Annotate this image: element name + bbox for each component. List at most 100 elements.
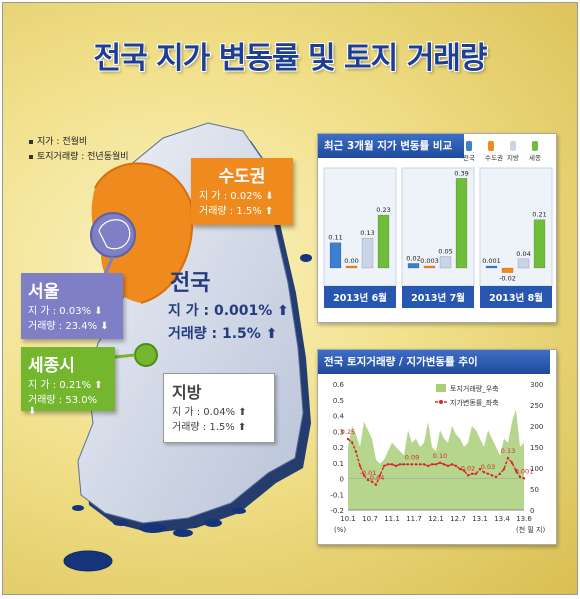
annotation-2: -0.04: [368, 474, 385, 482]
land-price-point-41: [510, 461, 514, 464]
bar-1-0: [407, 263, 420, 269]
sejong-land-line: 지 가 : 0.21% ⬆: [28, 376, 108, 391]
note-trade-volume: 토지거래량 : 전년동월비: [29, 149, 129, 162]
up-arrow-icon: ⬆: [264, 206, 274, 217]
legend-label-2: 지방: [507, 153, 519, 162]
seoul-land-line: 지 가 : 0.03% ⬇: [28, 302, 116, 317]
bar-value-label-0-2: 0.13: [360, 229, 374, 237]
land-price-point-42: [514, 469, 518, 472]
sudo-trade-value: 거래량 : 1.5%: [199, 206, 262, 217]
land-price-point-4: [362, 474, 366, 477]
line-chart-panel: 전국 토지거래량 / 지가변동률 추이 0.6 0.5 0.4 0.3 0.2 0.1 0-…: [317, 349, 557, 545]
bar-2-0: [485, 265, 498, 269]
left-axis-unit: (%): [334, 526, 346, 534]
line-chart-title: 전국 토지거래량 / 지가변동률 추이: [318, 350, 550, 374]
right-tick-0: 300: [530, 381, 543, 389]
sejong-trade-line: 거래량 : 53.0% ⬇: [28, 391, 108, 417]
left-tick-0: 0.6: [333, 381, 345, 389]
annotation-3: 0.09: [405, 453, 419, 461]
jibang-land-line: 지 가 : 0.04% ⬆: [172, 403, 266, 418]
land-price-point-6: [370, 480, 374, 483]
land-price-point-20: [426, 464, 430, 468]
land-price-point-24: [442, 463, 446, 466]
right-tick-5: 50: [530, 486, 539, 494]
land-price-point-1: [350, 441, 354, 444]
bar-value-label-2-2: 0.04: [516, 250, 530, 258]
national-trade-line: 거래량 : 1.5% ⬆: [168, 323, 289, 343]
land-price-point-39: [502, 467, 506, 471]
land-price-point-5: [366, 478, 370, 482]
down-arrow-icon: ⬇: [28, 406, 37, 417]
land-price-point-38: [498, 472, 502, 475]
left-tick-7: -0.1: [330, 491, 344, 499]
x-tick-2: 11.1: [384, 515, 400, 523]
sejong-box: 세종시 지 가 : 0.21% ⬆ 거래량 : 53.0% ⬇: [21, 347, 115, 417]
legend-swatch-3: [532, 141, 538, 151]
bar-value-label-1-0: 0.02: [406, 254, 420, 262]
down-arrow-icon: ⬇: [94, 306, 103, 317]
x-tick-8: 13.6: [516, 515, 532, 523]
sejong-land-value: 지 가 : 0.21%: [28, 380, 92, 391]
page-title: 전국 지가 변동률 및 토지 거래량: [93, 41, 487, 76]
land-price-point-15: [406, 463, 410, 466]
jeju-island: [63, 550, 113, 572]
land-price-point-3: [358, 464, 362, 468]
category-label-0: 2013년 6월: [333, 292, 387, 304]
land-price-point-7: [374, 483, 378, 486]
legend-label-3: 세종: [529, 153, 541, 162]
bar-value-label-2-3: 0.21: [532, 211, 546, 219]
bar-value-label-2-0: 0.001: [482, 257, 501, 265]
legend-swatch-1: [488, 141, 494, 151]
x-tick-5: 12.7: [450, 515, 466, 523]
annotation-5: 0.02: [461, 464, 475, 472]
national-land-value: 지 가 : 0.001%: [168, 303, 273, 319]
trade-volume-area: [348, 409, 524, 510]
x-tick-0: 10.1: [340, 515, 356, 523]
right-tick-6: 0: [530, 507, 534, 515]
land-price-point-10: [386, 463, 390, 466]
land-price-point-9: [382, 464, 386, 468]
islands: [72, 505, 246, 537]
national-trade-value: 거래량 : 1.5%: [168, 326, 261, 342]
up-arrow-icon: ⬆: [265, 326, 278, 342]
left-tick-3: 0.3: [333, 428, 344, 436]
left-tick-6: 0: [340, 476, 344, 484]
legend-swatch-2: [510, 141, 516, 151]
national-land-line: 지 가 : 0.001% ⬆: [168, 300, 289, 320]
national-summary: 전국 지 가 : 0.001% ⬆ 거래량 : 1.5% ⬆: [168, 265, 289, 343]
up-arrow-icon: ⬆: [94, 380, 103, 391]
land-price-point-32: [474, 472, 478, 475]
bar-chart: 전국 수도권 지방 세종 2013년 6월 0.11 0.00 0.13 0.23 2013년 7…: [323, 141, 553, 308]
left-tick-8: -0.2: [330, 507, 344, 515]
bar-0-0: [329, 242, 342, 269]
up-arrow-icon: ⬆: [238, 407, 247, 418]
note-land-price: 지가 : 전월비: [29, 134, 87, 147]
bar-value-label-1-1: 0.003: [420, 257, 439, 265]
bar-chart-title: 최근 3개월 지가 변동률 비교: [318, 134, 464, 158]
annotation-6: 0.03: [481, 463, 495, 471]
land-price-point-23: [438, 461, 442, 464]
jibang-land-value: 지 가 : 0.04%: [172, 407, 236, 418]
bar-value-label-1-2: 0.05: [438, 248, 452, 256]
land-price-point-31: [470, 472, 474, 475]
sudo-land-value: 지 가 : 0.02%: [199, 191, 263, 202]
up-arrow-icon: ⬆: [277, 303, 289, 319]
x-tick-7: 13.4: [494, 515, 510, 523]
right-tick-1: 250: [530, 402, 543, 410]
category-band-0: [324, 286, 396, 308]
category-band-2: [480, 286, 552, 308]
land-price-point-44: [522, 477, 526, 480]
land-price-point-35: [486, 472, 490, 475]
land-price-point-29: [462, 469, 466, 472]
legend-label-1: 수도권: [485, 154, 503, 162]
category-label-2: 2013년 8월: [489, 292, 543, 304]
left-tick-5: 0.1: [333, 460, 344, 468]
right-tick-4: 100: [530, 465, 543, 473]
land-price-point-14: [402, 463, 406, 466]
jibang-box: 지방 지 가 : 0.04% ⬆ 거래량 : 1.5% ⬆: [163, 373, 275, 443]
bar-chart-panel: 최근 3개월 지가 변동률 비교 전국 수도권 지방 세종 2013년 6월 0.11 0.…: [317, 133, 557, 323]
seoul-trade-line: 거래량 : 23.4% ⬇: [28, 317, 116, 332]
sudo-trade-line: 거래량 : 1.5% ⬆: [199, 202, 285, 217]
land-price-point-34: [482, 471, 486, 474]
